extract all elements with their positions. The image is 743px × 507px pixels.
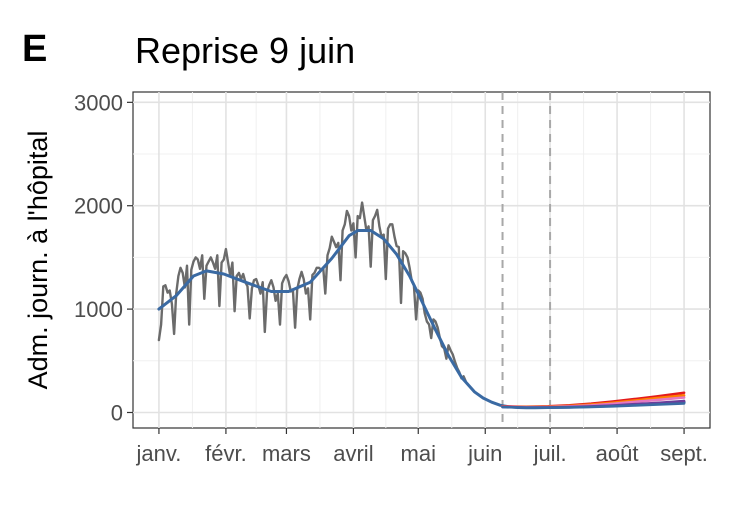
reference-lines bbox=[501, 92, 552, 428]
x-tick-label: janv. bbox=[136, 441, 182, 466]
x-tick-label: févr. bbox=[205, 441, 247, 466]
series-line-scenario-6 bbox=[501, 402, 686, 410]
x-tick-label: mars bbox=[262, 441, 311, 466]
panel-letter: E bbox=[22, 28, 48, 70]
y-axis-label: Adm. journ. à l'hôpital bbox=[23, 131, 53, 390]
x-tick-label: sept. bbox=[660, 441, 708, 466]
y-tick-label: 0 bbox=[111, 400, 123, 425]
x-axis: janv. févr. mars avril mai juin juil. août sept. bbox=[136, 428, 708, 466]
chart-title: Reprise 9 juin bbox=[135, 30, 356, 71]
y-tick-label: 2000 bbox=[74, 194, 123, 219]
x-tick-label: avril bbox=[333, 441, 373, 466]
x-tick-label: juil. bbox=[533, 441, 567, 466]
x-tick-label: juin bbox=[467, 441, 502, 466]
y-tick-label: 1000 bbox=[74, 297, 123, 322]
grid-major bbox=[133, 92, 710, 428]
series-group bbox=[157, 201, 686, 410]
series-line-observed-0 bbox=[157, 201, 467, 383]
x-tick-label: mai bbox=[401, 441, 436, 466]
x-tick-label: août bbox=[596, 441, 639, 466]
y-tick-label: 3000 bbox=[74, 90, 123, 115]
y-axis: 0 1000 2000 3000 bbox=[74, 90, 133, 425]
plot-panel bbox=[132, 91, 711, 429]
